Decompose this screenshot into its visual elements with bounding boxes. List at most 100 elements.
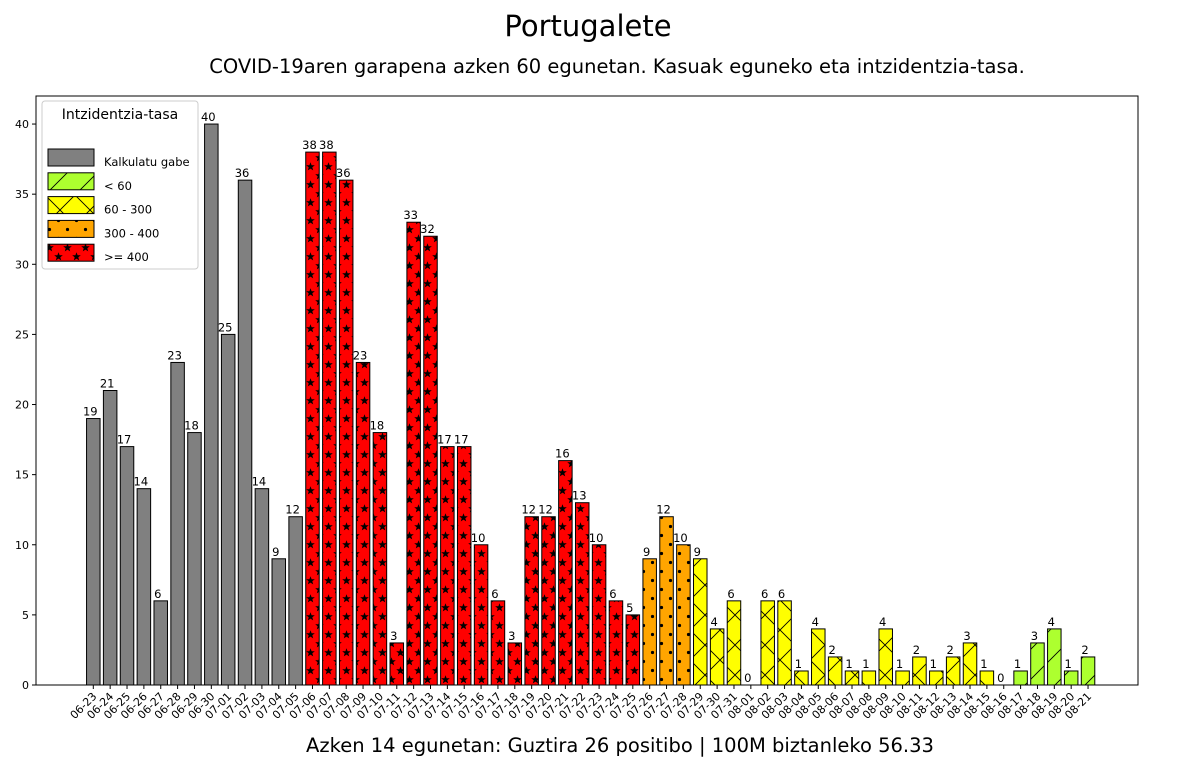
x-axis: 06-2306-2406-2506-2606-2706-2806-2906-30…	[68, 685, 1094, 722]
bar-value-label: 4	[710, 615, 717, 629]
bar-value-label: 9	[272, 545, 279, 559]
bar-fill	[272, 558, 286, 685]
bar-hatch	[1030, 642, 1045, 685]
bar-value-label: 3	[390, 629, 397, 643]
bar-fill	[187, 432, 202, 685]
bar-08-18	[1030, 642, 1045, 686]
bar-value-label: 12	[538, 503, 553, 517]
bar-value-label: 0	[744, 671, 751, 685]
bar-hatch	[406, 222, 421, 685]
bar-value-label: 14	[134, 475, 149, 489]
bar-hatch	[642, 558, 657, 685]
legend-label: Kalkulatu gabe	[104, 155, 190, 169]
bar-hatch	[322, 152, 337, 686]
bar-value-label: 38	[302, 138, 317, 152]
legend-swatch-outline	[47, 243, 95, 262]
bar-fill	[221, 334, 235, 685]
legend-entry-orange: 300 - 400	[47, 219, 159, 240]
bar-hatch	[777, 600, 792, 685]
bar-hatch	[845, 670, 859, 685]
y-tick-label: 10	[15, 539, 29, 552]
bar-hatch	[508, 642, 522, 685]
bar-value-label: 19	[83, 405, 98, 419]
bar-07-24	[608, 600, 624, 686]
bar-hatch	[491, 600, 505, 685]
bar-06-23	[86, 418, 101, 686]
bar-value-label: 0	[997, 671, 1004, 685]
bar-value-label: 1	[896, 657, 903, 671]
bar-08-09	[878, 628, 893, 686]
bar-value-label: 17	[437, 433, 452, 447]
bar-hatch	[626, 614, 640, 685]
legend-swatch-outline	[47, 172, 95, 191]
bar-08-15	[979, 670, 995, 686]
bar-07-05	[288, 516, 303, 686]
bar-hatch	[794, 670, 809, 685]
bar-07-03	[254, 488, 270, 686]
legend-label: >= 400	[104, 250, 149, 264]
bar-08-03	[777, 600, 792, 686]
bar-08-04	[794, 670, 809, 686]
bar-fill	[255, 488, 269, 685]
bar-07-09	[355, 361, 371, 686]
bar-07-11	[389, 642, 405, 686]
bar-value-label: 1	[845, 657, 852, 671]
legend-entry-yellow: 60 - 300	[47, 196, 152, 217]
legend-entry-red: >= 400	[47, 243, 149, 264]
bar-value-label: 10	[673, 531, 688, 545]
bar-07-21	[558, 460, 573, 686]
bar-07-10	[372, 432, 388, 686]
bar-value-label: 21	[100, 377, 115, 391]
bar-value-label: 33	[403, 208, 418, 222]
bar-07-31	[726, 600, 742, 686]
bar-08-12	[929, 670, 944, 686]
bar-07-27	[659, 516, 674, 686]
bar-fill	[153, 600, 168, 685]
bar-07-25	[625, 614, 641, 686]
bar-07-19	[524, 516, 539, 686]
bar-value-label: 14	[252, 475, 267, 489]
bar-value-label: 6	[154, 587, 161, 601]
bar-value-label: 6	[778, 587, 785, 601]
bar-07-07	[322, 151, 337, 686]
bar-hatch	[305, 152, 320, 686]
bar-fill	[137, 488, 151, 685]
bar-07-30	[709, 628, 725, 686]
legend-entry-green: < 60	[47, 172, 132, 193]
bar-08-13	[945, 656, 961, 686]
bar-07-13	[423, 235, 438, 686]
bar-hatch	[1064, 670, 1078, 685]
bar-08-20	[1063, 670, 1079, 686]
bar-07-04	[271, 558, 287, 686]
bar-hatch	[339, 180, 353, 685]
bar-value-label: 2	[946, 643, 953, 657]
plot-frame	[35, 95, 1139, 686]
legend: Intzidentzia-tasa Kalkulatu gabe < 60 60 -…	[41, 100, 199, 270]
bar-08-05	[811, 628, 826, 686]
bar-07-28	[676, 544, 691, 686]
bar-07-01	[220, 333, 236, 686]
bar-hatch	[524, 516, 539, 685]
bar-value-label: 2	[1081, 643, 1088, 657]
bar-06-27	[153, 600, 168, 686]
bar-value-label: 6	[491, 587, 498, 601]
bar-hatch	[727, 600, 741, 685]
legend-swatch-hatch	[48, 196, 94, 214]
bar-hatch	[1047, 628, 1062, 685]
legend-swatch-hatch	[48, 172, 94, 190]
bar-07-06	[305, 151, 320, 686]
bar-06-25	[119, 446, 135, 686]
y-tick-label: 0	[22, 679, 29, 692]
bar-value-label: 9	[643, 545, 650, 559]
bar-fill	[170, 362, 185, 685]
legend-entry-gray: Kalkulatu gabe	[47, 148, 190, 169]
bar-08-21	[1080, 656, 1096, 686]
bar-value-label: 23	[353, 348, 368, 362]
bar-value-label: 4	[1048, 615, 1055, 629]
bar-value-label: 40	[201, 110, 216, 124]
bar-value-label: 1	[980, 657, 987, 671]
bar-hatch	[457, 446, 471, 685]
bar-hatch	[828, 656, 842, 685]
bar-fill	[288, 516, 303, 685]
